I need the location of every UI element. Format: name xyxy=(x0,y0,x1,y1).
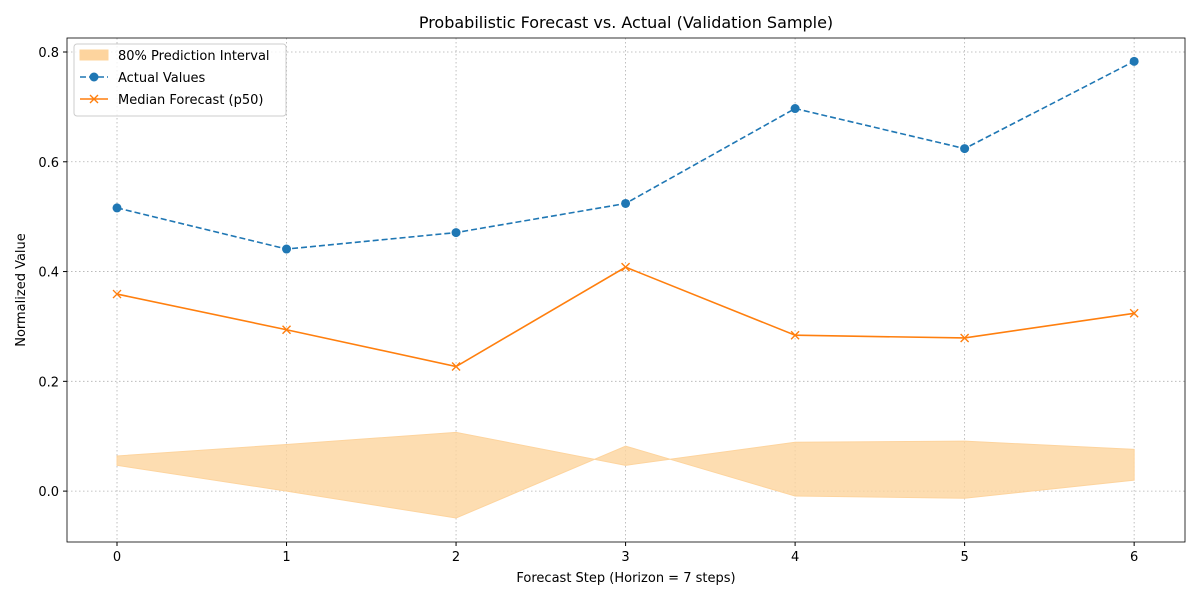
y-tick-label: 0.2 xyxy=(38,375,59,390)
point xyxy=(960,333,970,343)
point xyxy=(112,203,122,213)
x-tick-label: 4 xyxy=(791,550,799,565)
point xyxy=(451,362,461,372)
y-tick-label: 0.4 xyxy=(38,266,59,281)
legend-label: Median Forecast (p50) xyxy=(118,93,264,108)
x-tick-label: 3 xyxy=(621,550,629,565)
x-tick-label: 2 xyxy=(452,550,460,565)
point xyxy=(960,144,970,154)
plot-frame xyxy=(66,37,1186,543)
point xyxy=(1129,56,1139,66)
y-tick-label: 0.0 xyxy=(38,485,59,500)
point xyxy=(621,198,631,208)
y-axis-label: Normalized Value xyxy=(14,233,29,347)
legend-swatch xyxy=(79,49,109,61)
x-tick-label: 5 xyxy=(960,550,968,565)
legend-marker xyxy=(89,94,99,104)
x-tick-label: 1 xyxy=(282,550,290,565)
point xyxy=(112,289,122,299)
prediction-interval xyxy=(116,431,1135,519)
legend-label: 80% Prediction Interval xyxy=(118,49,270,64)
chart-title: Probabilistic Forecast vs. Actual (Valid… xyxy=(419,13,833,32)
x-axis-label: Forecast Step (Horizon = 7 steps) xyxy=(516,571,735,586)
y-tick-label: 0.8 xyxy=(38,46,59,61)
point xyxy=(790,104,800,114)
point xyxy=(282,244,292,254)
point xyxy=(621,262,631,272)
legend-box xyxy=(73,43,287,117)
point xyxy=(451,228,461,238)
y-tick-label: 0.6 xyxy=(38,156,59,171)
legend-label: Actual Values xyxy=(118,71,206,86)
point xyxy=(1129,308,1139,318)
point xyxy=(790,330,800,340)
legend-marker xyxy=(89,72,99,82)
x-tick-label: 0 xyxy=(113,550,121,565)
point xyxy=(282,325,292,335)
x-tick-label: 6 xyxy=(1130,550,1138,565)
